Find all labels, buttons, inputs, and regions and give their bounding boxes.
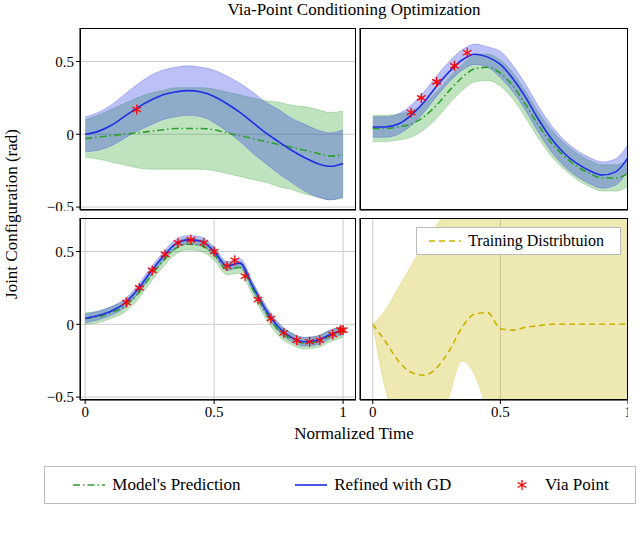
- svg-text:0: 0: [67, 127, 75, 143]
- html-text:Normalized Time: Normalized Time: [294, 424, 414, 443]
- svg-text:1: 1: [624, 404, 628, 420]
- svg-text:0.5: 0.5: [55, 244, 74, 260]
- html-text:Joint Configuration (rad): Joint Configuration (rad): [2, 129, 21, 299]
- svg-text:1: 1: [339, 404, 347, 420]
- html-text:Via Point: Via Point: [545, 475, 609, 494]
- svg-text:0: 0: [81, 404, 89, 420]
- svg-text:−0.5: −0.5: [47, 389, 74, 405]
- svg-text:0: 0: [369, 404, 377, 420]
- html-text:Via-Point Conditioning Optimiz: Via-Point Conditioning Optimization: [227, 0, 481, 19]
- svg-text:0.5: 0.5: [491, 404, 510, 420]
- html-text:Model's Prediction: Model's Prediction: [112, 475, 241, 494]
- html-text:Refined with GD: Refined with GD: [334, 475, 452, 494]
- svg-text:0.5: 0.5: [55, 54, 74, 70]
- html-text:Training Distribtuion: Training Distribtuion: [468, 232, 604, 249]
- svg-text:0: 0: [67, 317, 75, 333]
- svg-text:0.5: 0.5: [205, 404, 224, 420]
- svg-text:−0.5: −0.5: [47, 199, 74, 211]
